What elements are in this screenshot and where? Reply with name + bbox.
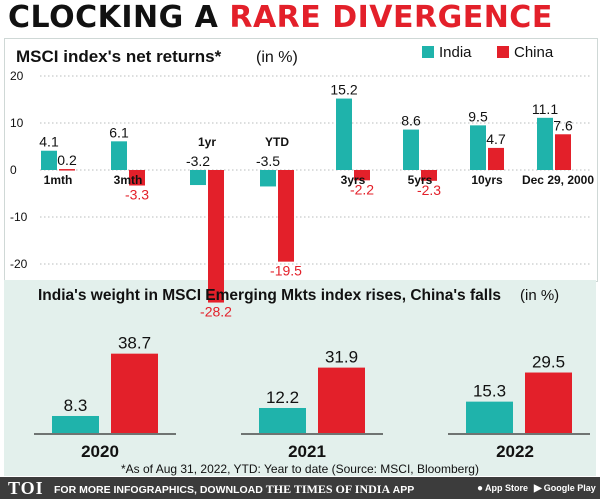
bar-india <box>403 129 419 170</box>
chart1-unit: (in %) <box>256 49 298 66</box>
chart-canvas: MSCI index's net returns* (in %) India Chin… <box>10 44 594 476</box>
bar-weight-india <box>466 401 513 433</box>
footer-bar: TOI FOR MORE INFOGRAPHICS, DOWNLOAD THE … <box>0 477 600 499</box>
bar-china <box>129 170 145 186</box>
bar-weight-china <box>111 353 158 433</box>
chart2-unit: (in %) <box>520 287 559 304</box>
bar-india <box>111 141 127 170</box>
chart1-title: MSCI index's net returns* <box>16 47 222 66</box>
y-tick-label: 20 <box>10 69 24 83</box>
footer-promo-text: FOR MORE INFOGRAPHICS, DOWNLOAD <box>54 484 263 496</box>
category-label: 10yrs <box>471 173 503 187</box>
weight-panel <box>4 280 596 476</box>
footer-app: APP <box>392 484 415 496</box>
y-tick-label: 10 <box>10 116 24 130</box>
value-label-india: -3.5 <box>256 153 280 169</box>
bar-india <box>41 150 57 170</box>
google-play-badge[interactable]: ▶ Google Play <box>534 481 596 495</box>
bar-weight-india <box>52 415 99 433</box>
bar-india <box>470 125 486 170</box>
value-label-china: 0.2 <box>57 152 77 168</box>
bar-india <box>336 98 352 170</box>
bar-china <box>278 170 294 262</box>
app-store-badge[interactable]: ● App Store <box>477 481 528 495</box>
weight-value-india: 15.3 <box>473 382 506 401</box>
category-label: 1mth <box>44 173 73 187</box>
value-label-china: -28.2 <box>200 304 232 320</box>
weight-value-india: 8.3 <box>64 396 88 415</box>
chart2-title: India's weight in MSCI Emerging Mkts ind… <box>38 287 501 304</box>
bar-china <box>59 169 75 171</box>
bar-weight-china <box>318 367 365 433</box>
year-label: 2022 <box>496 442 534 461</box>
value-label-india: 11.1 <box>532 101 558 117</box>
weight-value-india: 12.2 <box>266 388 299 407</box>
legend-swatch-china <box>497 46 509 58</box>
value-label-china: -3.3 <box>125 187 149 203</box>
apple-icon: ● <box>477 483 484 494</box>
footer-promo: FOR MORE INFOGRAPHICS, DOWNLOAD THE TIME… <box>54 482 414 497</box>
legend-label-india: India <box>439 44 472 61</box>
value-label-india: 6.1 <box>109 124 129 140</box>
bar-india <box>260 170 276 187</box>
bar-india <box>190 170 206 186</box>
bar-china <box>421 170 437 181</box>
play-icon: ▶ <box>534 483 542 494</box>
headline: CLOCKING A RARE DIVERGENCE <box>8 0 553 36</box>
year-label: 2021 <box>288 442 326 461</box>
value-label-india: 4.1 <box>39 134 59 150</box>
headline-part2: RARE DIVERGENCE <box>229 0 553 35</box>
bar-weight-china <box>525 372 572 433</box>
value-label-china: -19.5 <box>270 263 302 279</box>
year-label: 2020 <box>81 442 119 461</box>
category-label: 3yrs <box>341 173 366 187</box>
weight-value-china: 31.9 <box>325 348 358 367</box>
footer-brand: THE TIMES OF INDIA <box>265 482 391 496</box>
value-label-india: 15.2 <box>330 82 357 98</box>
value-label-china: -2.3 <box>417 182 441 198</box>
category-label: YTD <box>265 135 289 149</box>
headline-part1: CLOCKING A <box>8 0 230 35</box>
weight-value-china: 29.5 <box>532 353 565 372</box>
bar-china <box>488 147 504 170</box>
value-label-india: 8.6 <box>401 113 421 129</box>
category-label: 5yrs <box>408 173 433 187</box>
category-label: Dec 29, 2000 <box>522 173 594 187</box>
bar-india <box>537 117 553 170</box>
google-play-label: Google Play <box>543 483 596 493</box>
category-label: 3mth <box>114 173 143 187</box>
bar-china <box>208 170 224 303</box>
bar-weight-india <box>259 407 306 433</box>
bar-china <box>354 170 370 181</box>
bar-china <box>555 134 571 170</box>
y-tick-label: -20 <box>10 257 28 271</box>
value-label-china: -2.2 <box>350 181 374 197</box>
value-label-china: 7.6 <box>553 117 573 133</box>
category-label: 1yr <box>198 135 216 149</box>
value-label-india: 9.5 <box>468 108 488 124</box>
value-label-china: 4.7 <box>486 131 506 147</box>
app-store-label: App Store <box>485 483 529 493</box>
y-tick-label: 0 <box>10 163 17 177</box>
weight-value-china: 38.7 <box>118 334 151 353</box>
legend-label-china: China <box>514 44 554 61</box>
footnote: *As of Aug 31, 2022, YTD: Year to date (… <box>121 462 479 476</box>
toi-logo: TOI <box>8 478 44 498</box>
value-label-india: -3.2 <box>186 153 210 169</box>
legend-swatch-india <box>422 46 434 58</box>
y-tick-label: -10 <box>10 210 28 224</box>
